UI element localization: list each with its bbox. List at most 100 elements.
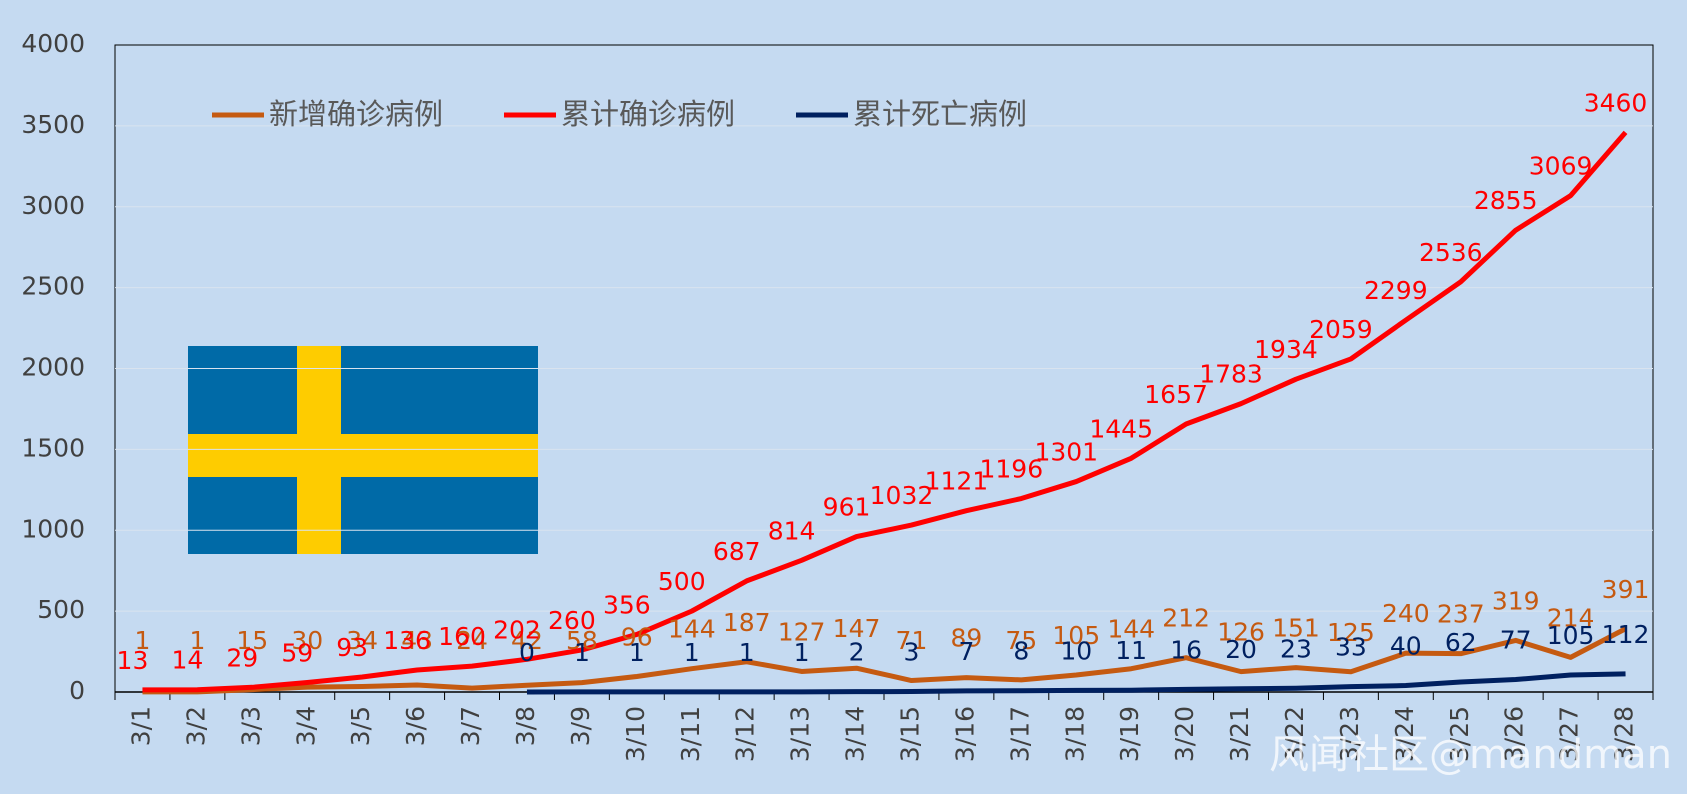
x-tick-label: 3/24: [1390, 706, 1419, 762]
x-tick-label: 3/18: [1060, 706, 1089, 762]
y-tick-label: 500: [37, 595, 85, 624]
data-label: 15: [236, 626, 268, 655]
series-line: [142, 130, 1628, 693]
data-label: 105: [1547, 621, 1595, 650]
series-line: [526, 671, 1626, 695]
data-label: 43: [401, 626, 433, 655]
data-label: 1301: [1034, 438, 1098, 467]
x-tick-label: 3/17: [1005, 706, 1034, 762]
data-label: 89: [950, 624, 982, 653]
data-label: 1: [574, 638, 590, 667]
data-label: 3069: [1529, 152, 1593, 181]
legend-label: 累计确诊病例: [561, 97, 735, 131]
data-label: 20: [1225, 635, 1257, 664]
x-tick-label: 3/10: [621, 706, 650, 762]
data-label: 24: [456, 626, 488, 655]
data-label: 212: [1162, 604, 1210, 633]
data-label: 202: [493, 615, 541, 644]
legend-label: 新增确诊病例: [269, 97, 443, 131]
x-tick-label: 3/8: [511, 706, 540, 746]
x-tick-label: 3/19: [1115, 706, 1144, 762]
data-label: 136: [383, 626, 431, 655]
data-label: 1657: [1144, 380, 1208, 409]
data-label: 33: [1335, 633, 1367, 662]
data-label: 58: [566, 626, 598, 655]
x-tick-label: 3/26: [1500, 706, 1529, 762]
data-label: 29: [226, 643, 258, 672]
y-tick-label: 3000: [21, 191, 85, 220]
data-label: 1121: [925, 467, 989, 496]
x-tick-label: 3/14: [841, 706, 870, 762]
x-tick-label: 3/3: [236, 706, 265, 746]
data-label: 10: [1060, 636, 1092, 665]
data-label: 260: [548, 606, 596, 635]
data-label: 1: [739, 638, 755, 667]
data-label: 961: [823, 493, 871, 522]
data-label: 11: [1115, 636, 1147, 665]
x-tick-label: 3/22: [1280, 706, 1309, 762]
data-label: 125: [1327, 618, 1375, 647]
series-line: [142, 626, 1627, 695]
x-tick-label: 3/12: [731, 706, 760, 762]
x-tick-label: 3/25: [1445, 706, 1474, 762]
x-tick-label: 3/6: [401, 706, 430, 746]
data-label: 3: [904, 638, 920, 667]
data-label: 42: [511, 626, 543, 655]
x-tick-label: 3/21: [1225, 706, 1254, 762]
data-label: 1: [684, 638, 700, 667]
data-label: 2: [849, 638, 865, 667]
y-tick-label: 1500: [21, 433, 85, 462]
x-tick-label: 3/23: [1335, 706, 1364, 762]
data-label: 814: [768, 516, 816, 545]
y-tick-label: 2000: [21, 353, 85, 382]
data-label: 1783: [1199, 360, 1263, 389]
x-tick-label: 3/11: [676, 706, 705, 762]
data-label: 151: [1272, 614, 1320, 643]
sweden-flag: [188, 346, 538, 554]
data-label: 391: [1602, 575, 1650, 604]
data-label: 1445: [1089, 414, 1153, 443]
y-tick-label: 0: [69, 676, 85, 705]
data-label: 356: [603, 590, 651, 619]
data-label: 126: [1217, 618, 1265, 647]
x-tick-label: 3/28: [1610, 706, 1639, 762]
data-label: 144: [1107, 615, 1155, 644]
data-label: 214: [1547, 603, 1595, 632]
data-label: 77: [1500, 626, 1532, 655]
data-label: 1: [135, 626, 151, 655]
data-label: 1196: [980, 455, 1044, 484]
data-label: 240: [1382, 599, 1430, 628]
data-label: 7: [958, 637, 974, 666]
data-label: 319: [1492, 586, 1540, 615]
data-label: 147: [833, 614, 881, 643]
data-label: 30: [291, 626, 323, 655]
x-tick-label: 3/4: [291, 706, 320, 746]
data-label: 160: [438, 622, 486, 651]
data-label: 71: [896, 626, 928, 655]
data-label: 1: [794, 638, 810, 667]
watermark: 风闻社区@mandman: [1269, 732, 1672, 778]
data-label: 14: [171, 646, 203, 675]
x-tick-label: 3/2: [181, 706, 210, 746]
data-label: 2536: [1419, 238, 1483, 267]
data-label: 187: [723, 608, 771, 637]
x-tick-label: 3/5: [346, 706, 375, 746]
data-label: 8: [1013, 637, 1029, 666]
data-label: 75: [1005, 626, 1037, 655]
data-label: 62: [1445, 628, 1477, 657]
data-label: 144: [668, 615, 716, 644]
y-tick-label: 1000: [21, 514, 85, 543]
data-label: 112: [1602, 620, 1650, 649]
data-label: 16: [1170, 635, 1202, 664]
data-label: 96: [621, 622, 653, 651]
data-label: 237: [1437, 600, 1485, 629]
x-tick-label: 3/27: [1555, 706, 1584, 762]
x-tick-label: 3/20: [1170, 706, 1199, 762]
data-label: 40: [1390, 632, 1422, 661]
y-tick-label: 3500: [21, 110, 85, 139]
y-tick-label: 2500: [21, 272, 85, 301]
x-tick-label: 3/15: [895, 706, 924, 762]
y-tick-label: 4000: [21, 29, 85, 58]
